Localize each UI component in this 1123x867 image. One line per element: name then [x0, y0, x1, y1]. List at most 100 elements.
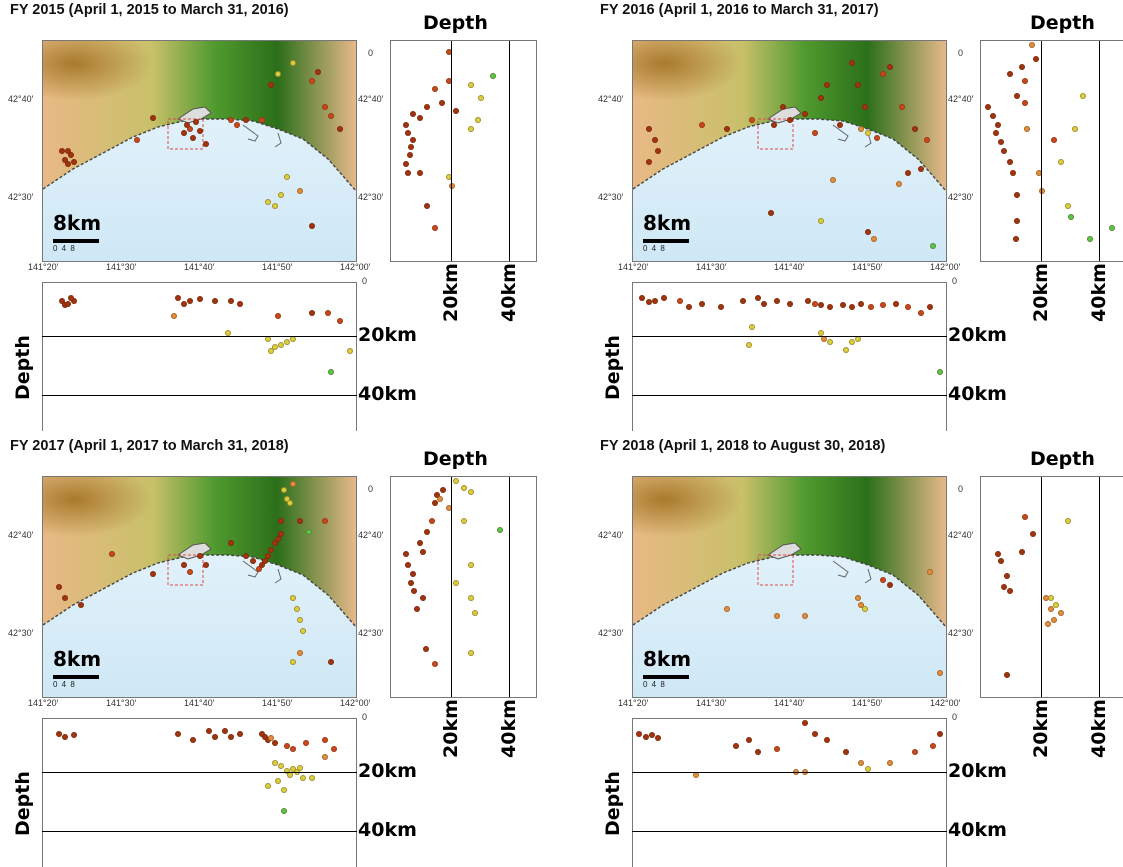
earthquake-event: [190, 736, 197, 743]
earthquake-event: [1014, 192, 1021, 198]
latitude-label: 42°40′: [948, 530, 974, 540]
earthquake-event: [315, 68, 322, 75]
earthquake-event: [268, 546, 275, 553]
earthquake-event: [874, 134, 881, 141]
epicenter-map: 8km 0 4 8: [42, 40, 357, 262]
depth-40km-line: [42, 831, 357, 832]
earthquake-event: [1007, 588, 1013, 595]
earthquake-event: [419, 548, 426, 555]
earthquake-event: [864, 766, 871, 773]
depth-20km-label: 20km: [1030, 699, 1052, 758]
earthquake-event: [467, 595, 474, 601]
earthquake-event: [661, 294, 668, 301]
earthquake-event: [855, 336, 862, 343]
earthquake-event: [867, 303, 874, 310]
earthquake-event: [405, 130, 412, 137]
depth-40km-line: [632, 831, 947, 832]
longitude-label: 141°30′: [106, 698, 137, 708]
earthquake-event: [234, 121, 241, 128]
earthquake-event: [196, 553, 203, 560]
earthquake-event: [985, 104, 992, 110]
earthquake-event: [892, 300, 899, 307]
earthquake-event: [467, 126, 474, 132]
depth-20km-label: 20km: [358, 324, 417, 346]
depth-zero-label: 0: [362, 712, 368, 722]
earthquake-event: [849, 303, 856, 310]
earthquake-event: [467, 650, 474, 656]
depth-40km-line: [42, 395, 357, 396]
epicenter-map: 8km 0 4 8: [632, 40, 947, 262]
depth-40km-line: [509, 477, 510, 697]
longitude-label: 142°00′: [340, 698, 371, 708]
longitude-label: 141°50′: [852, 262, 883, 272]
earthquake-event: [817, 302, 824, 309]
longitude-label: 141°30′: [106, 262, 137, 272]
epicenter-map: 8km 0 4 8: [42, 476, 357, 698]
earthquake-event: [786, 117, 793, 124]
earthquake-event: [1033, 55, 1040, 62]
earthquake-event: [642, 733, 649, 740]
earthquake-event: [676, 297, 683, 304]
earthquake-event: [402, 551, 409, 557]
earthquake-event: [249, 557, 256, 564]
earthquake-event: [1021, 77, 1028, 84]
earthquake-event: [467, 562, 474, 568]
earthquake-event: [284, 767, 291, 774]
earthquake-event: [698, 300, 705, 307]
earthquake-event: [864, 229, 871, 236]
earthquake-event: [290, 480, 297, 487]
earthquake-event: [268, 82, 275, 88]
latitude-label: 42°30′: [358, 628, 384, 638]
depth-20km-label: 20km: [358, 760, 417, 782]
earthquake-event: [268, 735, 275, 742]
scale-ticks: 0 4 8: [53, 244, 76, 253]
earthquake-event: [1012, 236, 1019, 242]
earthquake-event: [811, 730, 818, 737]
terrain-map: [633, 477, 946, 697]
earthquake-event: [438, 99, 445, 106]
earthquake-event: [299, 775, 306, 782]
depth-20km-line: [451, 41, 452, 261]
earthquake-event: [861, 104, 868, 110]
earthquake-event: [686, 303, 693, 310]
depth-20km-line: [42, 336, 357, 337]
earthquake-event: [277, 763, 284, 770]
earthquake-event: [858, 760, 865, 767]
earthquake-event: [899, 104, 906, 110]
longitude-label: 141°30′: [696, 262, 727, 272]
earthquake-event: [422, 645, 429, 652]
depth-20km-line: [632, 336, 947, 337]
earthquake-event: [858, 601, 865, 608]
earthquake-event: [453, 108, 460, 115]
earthquake-event: [1108, 225, 1115, 231]
epicenter-map: 8km 0 4 8: [632, 476, 947, 698]
earthquake-event: [998, 139, 1005, 146]
longitude-label: 141°40′: [774, 698, 805, 708]
latitude-label: 42°30′: [358, 192, 384, 202]
earthquake-event: [271, 739, 278, 746]
earthquake-event: [321, 518, 328, 524]
depth-40km-line: [1099, 41, 1100, 261]
depth-title: Depth: [1030, 448, 1095, 470]
earthquake-event: [880, 302, 887, 309]
earthquake-event: [243, 553, 250, 560]
depth-axis-label: Depth: [12, 335, 34, 400]
depth-zero-label: 0: [958, 48, 964, 58]
earthquake-event: [858, 300, 865, 307]
terrain-map: [43, 41, 356, 261]
earthquake-event: [1001, 148, 1008, 154]
earthquake-event: [327, 368, 334, 375]
earthquake-event: [77, 601, 84, 608]
earthquake-event: [827, 303, 834, 310]
earthquake-event: [290, 336, 297, 343]
earthquake-event: [911, 126, 918, 132]
earthquake-event: [1072, 126, 1079, 132]
earthquake-event: [723, 606, 730, 612]
earthquake-event: [259, 562, 266, 568]
earthquake-event: [417, 170, 423, 176]
depth-40km-line: [1099, 477, 1100, 697]
scale-ticks: 0 4 8: [643, 680, 666, 689]
earthquake-event: [271, 343, 278, 350]
earthquake-event: [424, 529, 431, 535]
earthquake-event: [187, 126, 194, 132]
